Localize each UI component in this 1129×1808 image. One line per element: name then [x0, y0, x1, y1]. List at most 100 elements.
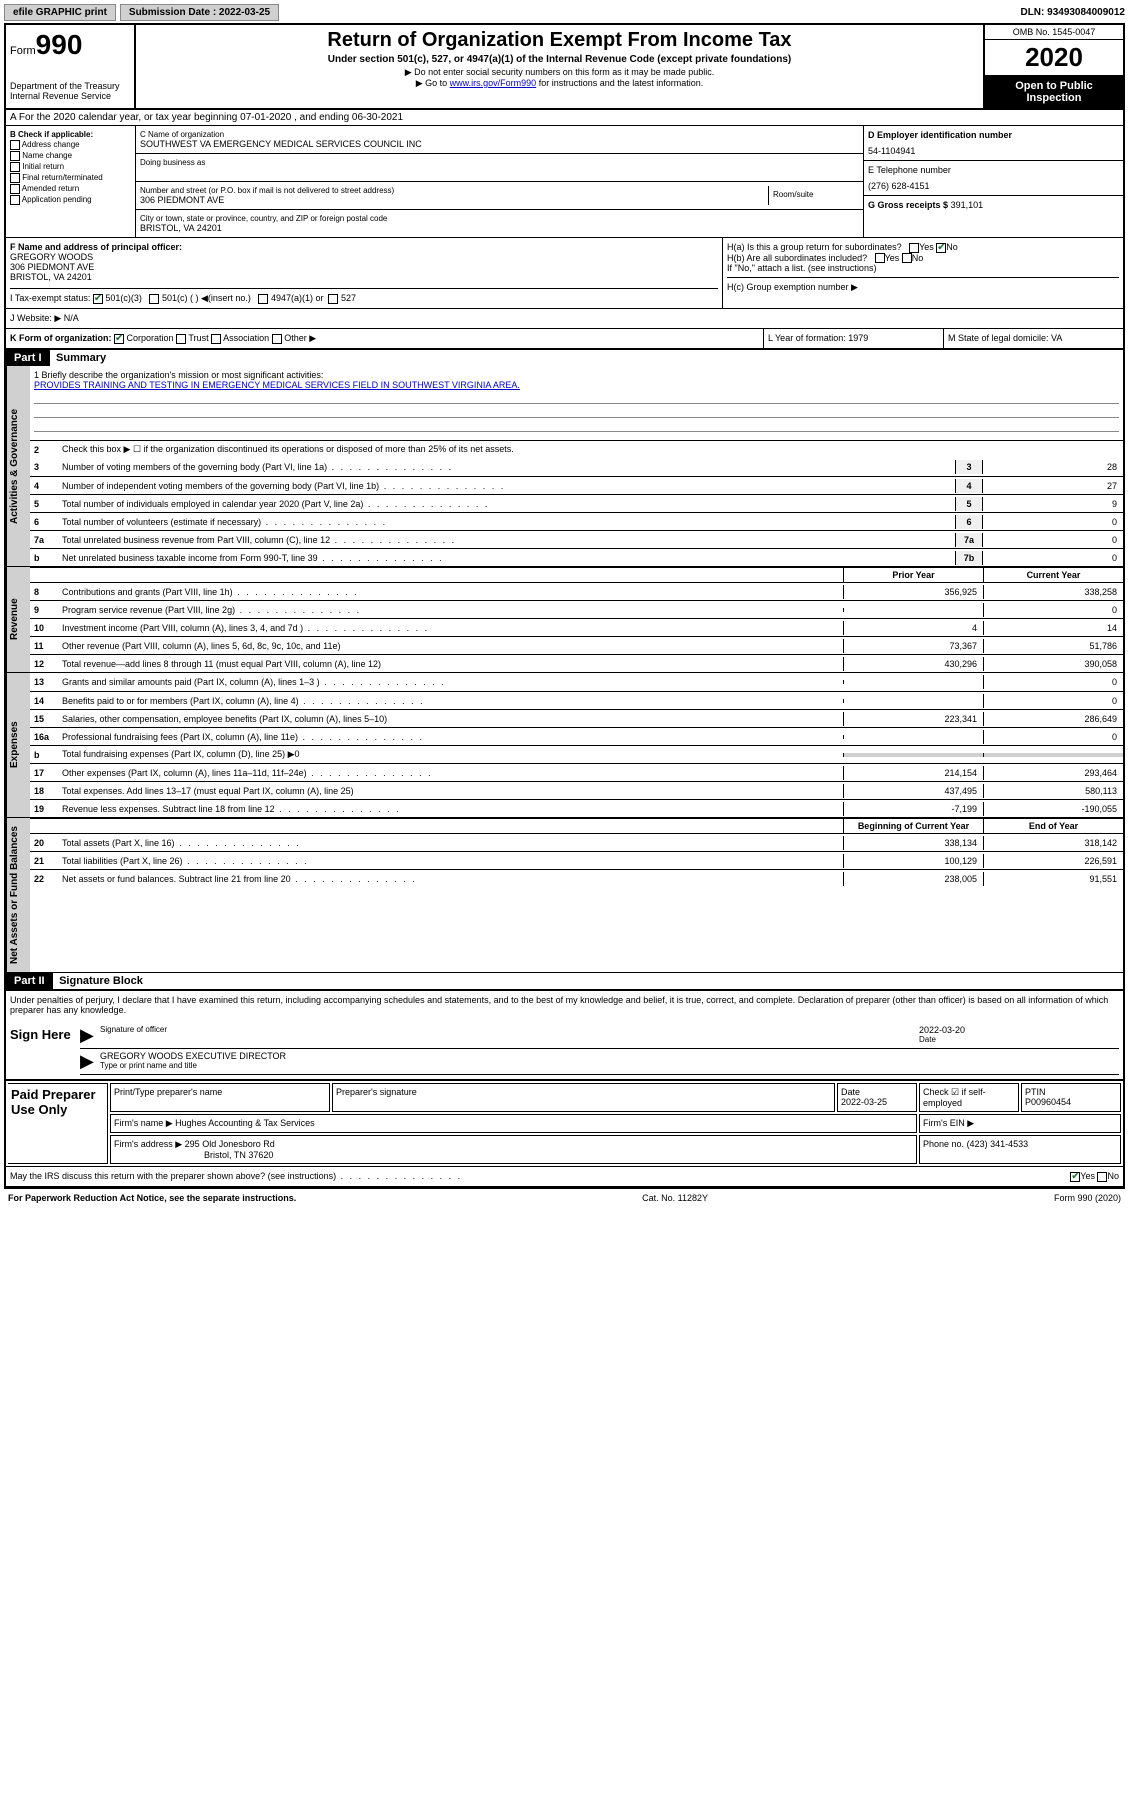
box-d: D Employer identification number 54-1104…: [863, 126, 1123, 237]
section-bcd: B Check if applicable: Address change Na…: [6, 126, 1123, 238]
cb-application-pending[interactable]: Application pending: [10, 195, 131, 205]
cb-discuss-no[interactable]: [1097, 1172, 1107, 1182]
efile-button[interactable]: efile GRAPHIC print: [4, 4, 116, 21]
cb-501c3[interactable]: [93, 294, 103, 304]
line19-prior: -7,199: [843, 802, 983, 816]
line7a-desc: Total unrelated business revenue from Pa…: [58, 533, 955, 547]
prior-year-hdr: Prior Year: [843, 568, 983, 582]
cb-amended-return[interactable]: Amended return: [10, 184, 131, 194]
prep-name-hdr: Print/Type preparer's name: [110, 1083, 330, 1112]
ein-value: 54-1104941: [868, 146, 1119, 156]
hb-row: H(b) Are all subordinates included? Yes …: [727, 253, 1119, 264]
line7a-val: 0: [983, 533, 1123, 547]
preparer-label: Paid Preparer Use Only: [8, 1083, 108, 1164]
line5-desc: Total number of individuals employed in …: [58, 497, 955, 511]
ha-label: H(a) Is this a group return for subordin…: [727, 242, 902, 252]
dept-line1: Department of the Treasury: [10, 81, 130, 91]
cb-hb-no[interactable]: [902, 253, 912, 263]
line15-curr: 286,649: [983, 712, 1123, 726]
line7b-val: 0: [983, 551, 1123, 565]
revenue-section: Revenue Prior Year Current Year 8Contrib…: [6, 567, 1123, 673]
sign-here-label: Sign Here: [6, 1019, 76, 1079]
sig-date-cell: 2022-03-20Date: [919, 1025, 1119, 1046]
line16b-curr: [983, 753, 1123, 757]
cb-discuss-yes[interactable]: [1070, 1172, 1080, 1182]
line3-desc: Number of voting members of the governin…: [58, 460, 955, 474]
mission-line1: [34, 394, 1119, 404]
row-k-main: K Form of organization: Corporation Trus…: [6, 329, 763, 348]
line11-prior: 73,367: [843, 639, 983, 653]
line2-desc: Check this box ▶ ☐ if the organization d…: [58, 442, 1123, 457]
vtab-expenses: Expenses: [6, 673, 30, 817]
form-body: Form990 Department of the Treasury Inter…: [4, 23, 1125, 1188]
line12-prior: 430,296: [843, 657, 983, 671]
cb-name-change[interactable]: Name change: [10, 151, 131, 161]
netassets-body: Beginning of Current Year End of Year 20…: [30, 818, 1123, 972]
street-value: 306 PIEDMONT AVE: [140, 195, 768, 205]
sign-here-fields: ▶ Signature of officer 2022-03-20Date ▶ …: [76, 1019, 1123, 1079]
gross-row: G Gross receipts $ 391,101: [864, 196, 1123, 214]
line14-prior: [843, 699, 983, 703]
officer-addr2: BRISTOL, VA 24201: [10, 272, 718, 282]
header-center: Return of Organization Exempt From Incom…: [136, 25, 983, 108]
cb-trust[interactable]: [176, 334, 186, 344]
line8-desc: Contributions and grants (Part VIII, lin…: [58, 585, 843, 599]
cb-other[interactable]: [272, 334, 282, 344]
form-prefix: Form: [10, 45, 36, 57]
vtab-governance: Activities & Governance: [6, 366, 30, 566]
footer-left: For Paperwork Reduction Act Notice, see …: [8, 1193, 296, 1203]
line6-desc: Total number of volunteers (estimate if …: [58, 515, 955, 529]
line6-val: 0: [983, 515, 1123, 529]
prep-ptin-cell: PTINP00960454: [1021, 1083, 1121, 1112]
line22-desc: Net assets or fund balances. Subtract li…: [58, 872, 843, 886]
line13-desc: Grants and similar amounts paid (Part IX…: [58, 675, 843, 689]
sig-officer-row: ▶ Signature of officer 2022-03-20Date: [80, 1023, 1119, 1049]
line20-desc: Total assets (Part X, line 16): [58, 836, 843, 850]
officer-name-title: GREGORY WOODS EXECUTIVE DIRECTOR: [100, 1051, 1119, 1061]
header-row: Form990 Department of the Treasury Inter…: [6, 25, 1123, 110]
prep-selfemp-cell: Check ☑ if self-employed: [919, 1083, 1019, 1112]
line5-val: 9: [983, 497, 1123, 511]
mission-label: 1 Briefly describe the organization's mi…: [34, 370, 1119, 380]
mission-block: 1 Briefly describe the organization's mi…: [30, 366, 1123, 440]
gross-value: 391,101: [951, 200, 984, 210]
cb-final-return[interactable]: Final return/terminated: [10, 173, 131, 183]
firm-name-cell: Firm's name ▶ Hughes Accounting & Tax Se…: [110, 1114, 917, 1133]
tel-row: E Telephone number (276) 628-4151: [864, 161, 1123, 196]
tax-year: 2020: [985, 40, 1123, 76]
sig-name-row: ▶ GREGORY WOODS EXECUTIVE DIRECTOR Type …: [80, 1049, 1119, 1075]
box-c: C Name of organization SOUTHWEST VA EMER…: [136, 126, 863, 237]
cb-hb-yes[interactable]: [875, 253, 885, 263]
irs-link[interactable]: www.irs.gov/Form990: [450, 78, 537, 88]
cb-ha-no[interactable]: [936, 243, 946, 253]
footer-mid: Cat. No. 11282Y: [642, 1193, 708, 1203]
line9-prior: [843, 608, 983, 612]
cb-association[interactable]: [211, 334, 221, 344]
beginning-hdr: Beginning of Current Year: [843, 819, 983, 833]
revenue-col-header: Prior Year Current Year: [30, 567, 1123, 582]
cb-initial-return[interactable]: Initial return: [10, 162, 131, 172]
prep-sig-hdr: Preparer's signature: [332, 1083, 835, 1112]
tax-status-label: I Tax-exempt status:: [10, 293, 90, 303]
line9-desc: Program service revenue (Part VIII, line…: [58, 603, 843, 617]
cb-ha-yes[interactable]: [909, 243, 919, 253]
line12-curr: 390,058: [983, 657, 1123, 671]
cb-corporation[interactable]: [114, 334, 124, 344]
cb-501c[interactable]: [149, 294, 159, 304]
cb-4947[interactable]: [258, 294, 268, 304]
line20-prior: 338,134: [843, 836, 983, 850]
org-name-row: C Name of organization SOUTHWEST VA EMER…: [136, 126, 863, 154]
part2-header: Part II Signature Block: [6, 973, 1123, 989]
inspection-badge: Open to Public Inspection: [985, 76, 1123, 108]
page-root: efile GRAPHIC print Submission Date : 20…: [0, 0, 1129, 1211]
cb-527[interactable]: [328, 294, 338, 304]
sig-arrow-icon: ▶: [80, 1025, 100, 1046]
line15-prior: 223,341: [843, 712, 983, 726]
line13-prior: [843, 680, 983, 684]
sign-here-row: Sign Here ▶ Signature of officer 2022-03…: [6, 1019, 1123, 1079]
city-row: City or town, state or province, country…: [136, 210, 863, 237]
line22-prior: 238,005: [843, 872, 983, 886]
sig-arrow2-icon: ▶: [80, 1051, 100, 1072]
cb-address-change[interactable]: Address change: [10, 140, 131, 150]
street-cell: Number and street (or P.O. box if mail i…: [140, 186, 769, 205]
